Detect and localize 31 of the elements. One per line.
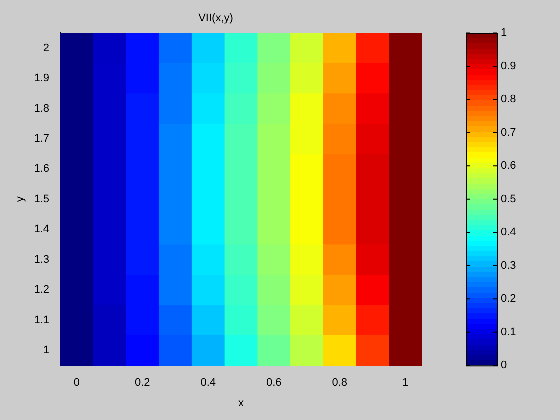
x-tick-label: 0.6 xyxy=(266,377,282,390)
y-tick-label: 1.5 xyxy=(34,193,50,206)
x-tick-label: 0.2 xyxy=(135,377,150,390)
x-tick-label: 0.4 xyxy=(200,377,216,390)
y-tick-label: 1.4 xyxy=(34,224,50,236)
color-bar-label: 0.6 xyxy=(501,160,516,172)
color-bar-label: 0.9 xyxy=(501,60,516,72)
color-bar-label: 0.5 xyxy=(501,193,516,206)
y-tick-label: 1.7 xyxy=(34,132,50,145)
color-bar-label: 0.7 xyxy=(501,126,516,139)
y-tick-label: 2 xyxy=(43,42,50,54)
y-tick-label: 1.6 xyxy=(34,163,50,176)
y-tick-label: 1.9 xyxy=(34,72,50,85)
y-tick-label: 1 xyxy=(43,344,50,357)
y-tick-label: 1.2 xyxy=(34,284,50,296)
chart-title: VII(x,y) xyxy=(198,12,234,25)
x-tick-label: 1 xyxy=(402,377,409,390)
y-tick-label: 1.3 xyxy=(34,254,50,266)
y-tick-label: 1.1 xyxy=(34,314,50,326)
x-tick-label: 0.8 xyxy=(332,377,348,390)
y-tick-label: 1.8 xyxy=(34,102,50,115)
x-tick-label: 0 xyxy=(74,377,80,390)
color-bar-label: 0.8 xyxy=(501,94,516,106)
color-bar-label: 1 xyxy=(501,27,508,40)
x-axis-title: x xyxy=(238,397,244,410)
color-bar-label: 0.2 xyxy=(501,293,516,306)
color-bar-label: 0.3 xyxy=(501,260,516,272)
color-bar-label: 0.4 xyxy=(501,226,516,239)
color-bar-label: 0.1 xyxy=(501,326,516,338)
y-axis-title: y xyxy=(14,196,27,202)
color-bar-label: 0 xyxy=(501,360,508,372)
